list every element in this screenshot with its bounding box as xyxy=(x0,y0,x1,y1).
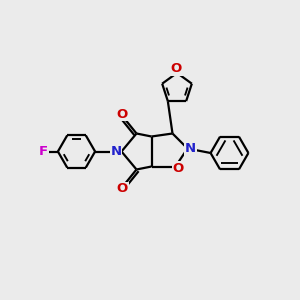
Text: N: N xyxy=(110,145,122,158)
Text: N: N xyxy=(185,142,196,155)
Text: O: O xyxy=(173,161,184,175)
Text: O: O xyxy=(117,107,128,121)
Text: O: O xyxy=(117,182,128,196)
Text: O: O xyxy=(171,62,182,75)
Text: F: F xyxy=(39,145,48,158)
